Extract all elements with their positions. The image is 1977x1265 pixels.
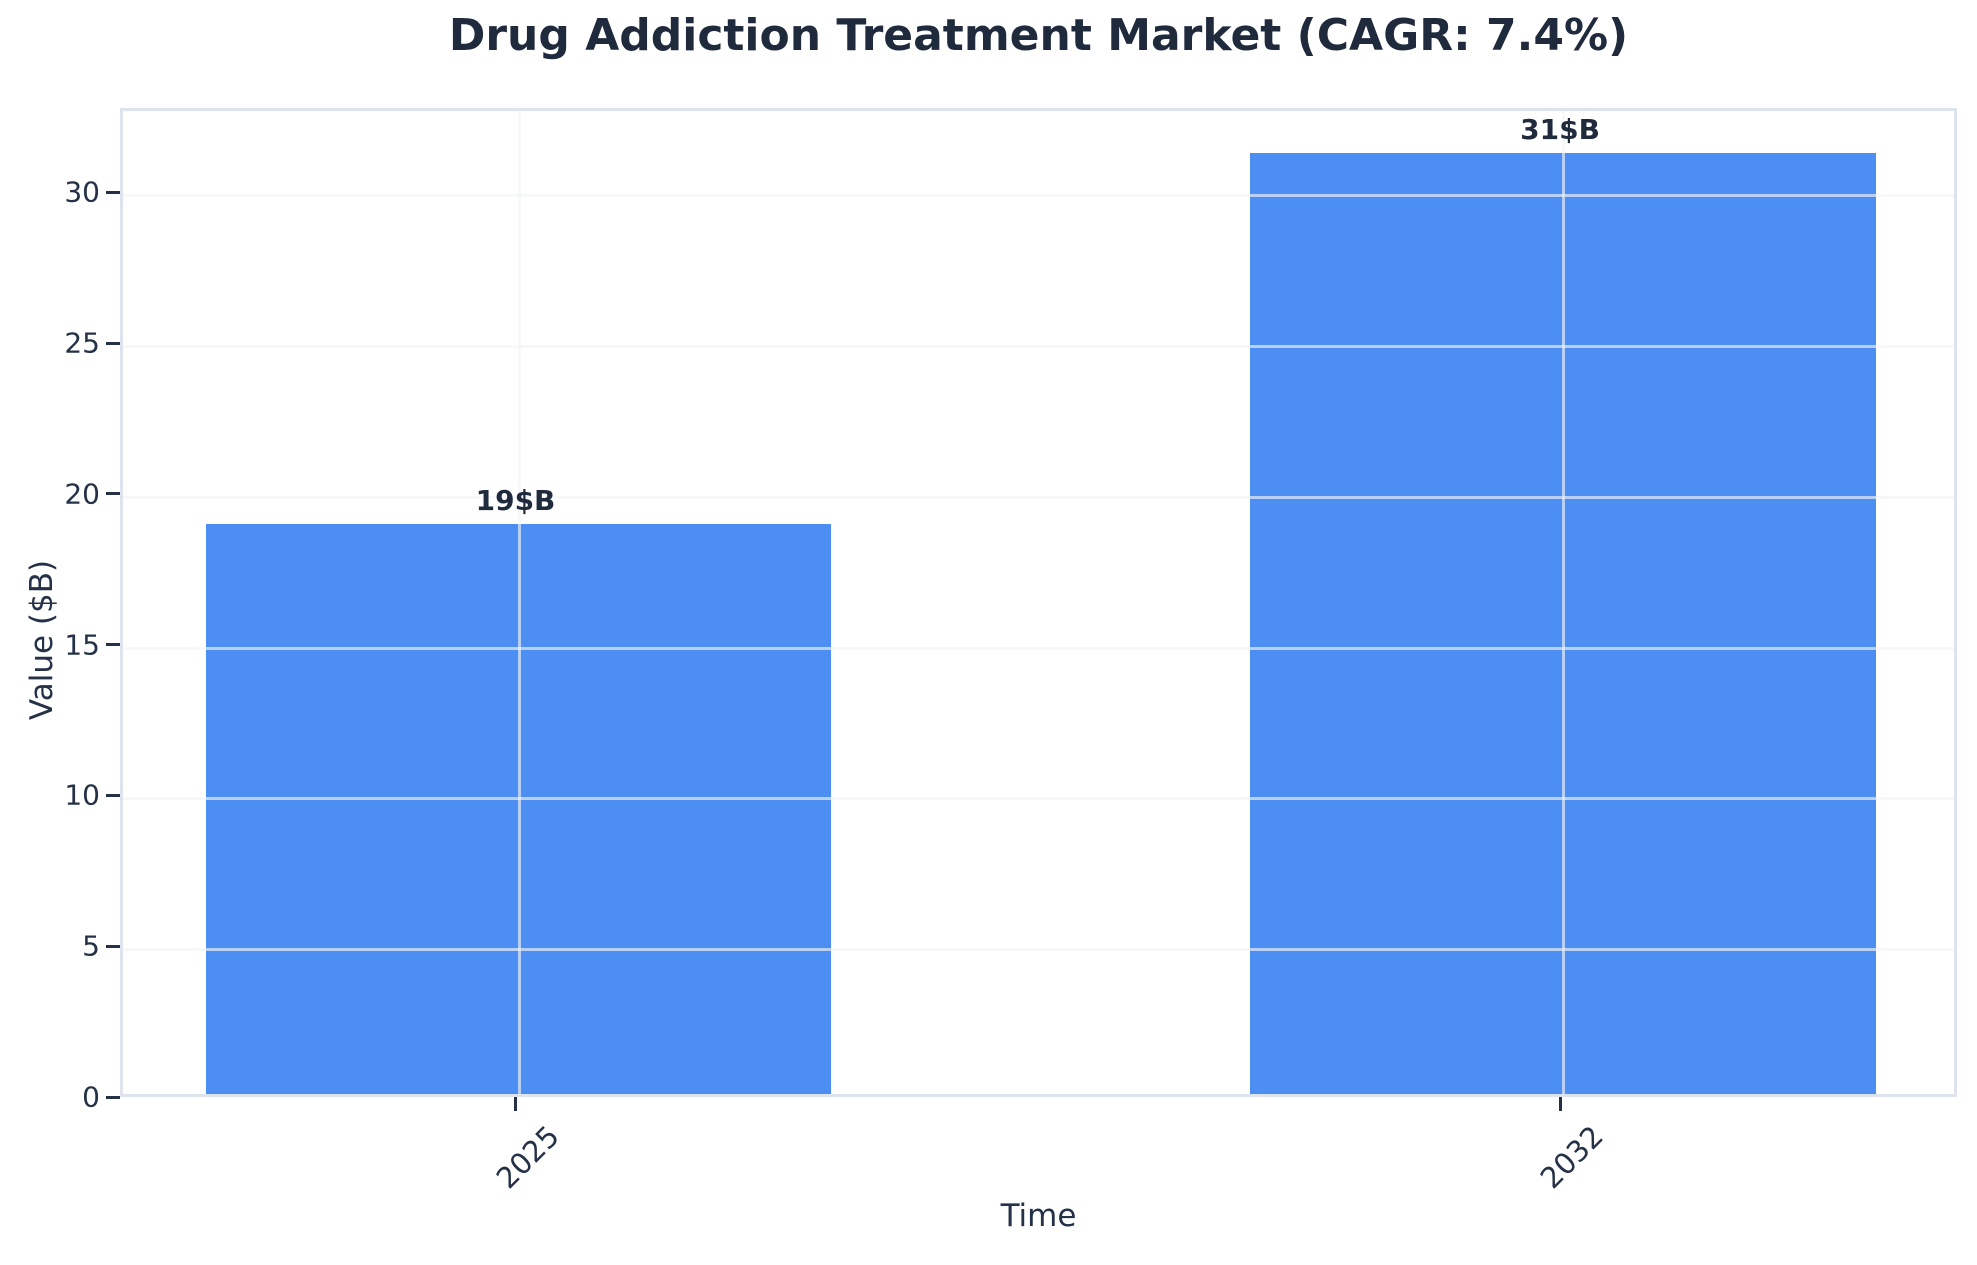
x-tick-mark-2025 bbox=[514, 1097, 517, 1111]
y-tick-mark-0 bbox=[106, 1095, 120, 1099]
y-tick-label-10: 10 bbox=[64, 778, 100, 812]
chart-title: Drug Addiction Treatment Market (CAGR: 7… bbox=[448, 10, 1629, 61]
y-tick-mark-10 bbox=[106, 793, 120, 797]
y-tick-label-15: 15 bbox=[64, 628, 100, 662]
y-tick-mark-25 bbox=[106, 341, 120, 345]
y-tick-label-30: 30 bbox=[64, 175, 100, 209]
gridline-y-15 bbox=[123, 646, 1954, 650]
gridline-y-30 bbox=[123, 194, 1954, 198]
y-tick-mark-5 bbox=[106, 944, 120, 948]
y-tick-label-0: 0 bbox=[82, 1080, 100, 1114]
plot-area bbox=[120, 108, 1957, 1097]
y-tick-label-5: 5 bbox=[82, 929, 100, 963]
y-tick-mark-30 bbox=[106, 190, 120, 194]
y-tick-mark-20 bbox=[106, 492, 120, 496]
x-axis-label: Time bbox=[1000, 1198, 1077, 1234]
y-tick-label-25: 25 bbox=[64, 326, 100, 360]
gridline-x-2025 bbox=[517, 111, 521, 1094]
x-tick-mark-2032 bbox=[1558, 1097, 1562, 1111]
gridline-y-25 bbox=[123, 345, 1954, 349]
bar-value-label-2025: 19$B bbox=[475, 484, 556, 518]
bar-value-label-2032: 31$B bbox=[1520, 113, 1600, 147]
y-tick-mark-15 bbox=[106, 643, 120, 647]
gridline-y-20 bbox=[123, 495, 1954, 499]
gridline-x-2032 bbox=[1562, 111, 1566, 1094]
gridline-y-5 bbox=[123, 948, 1954, 952]
y-tick-label-20: 20 bbox=[64, 477, 100, 511]
gridline-y-10 bbox=[123, 797, 1954, 801]
